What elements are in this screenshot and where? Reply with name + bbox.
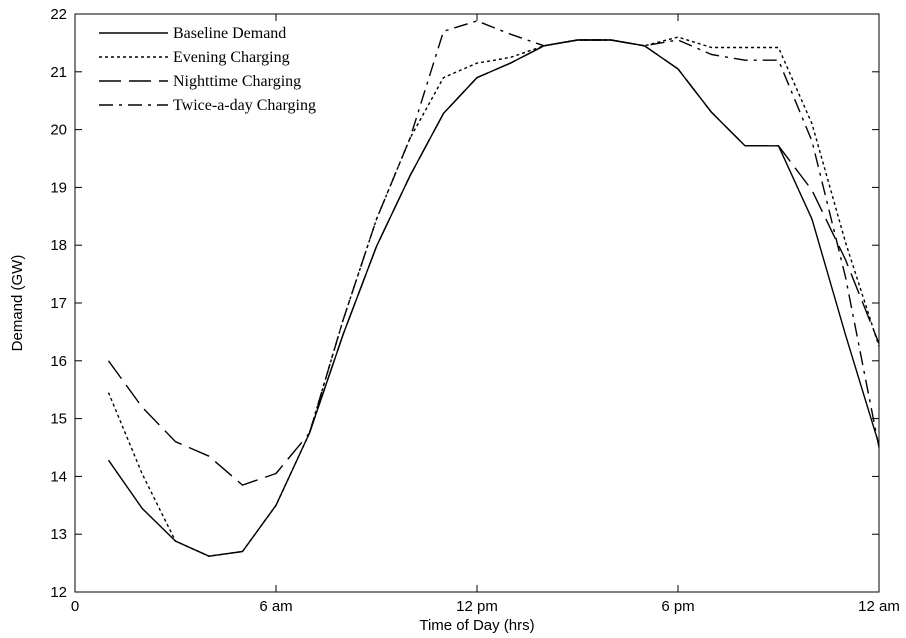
series-line-twice-a-day-charging: [308, 20, 880, 448]
y-tick-label: 15: [50, 411, 67, 428]
x-tick-label: 6 pm: [661, 598, 694, 615]
y-tick-label: 19: [50, 179, 67, 196]
legend-label: Evening Charging: [173, 49, 290, 66]
y-tick-label: 13: [50, 526, 67, 543]
series-layer: [107, 20, 880, 557]
legend: Baseline Demand Evening Charging Nighttime…: [99, 25, 316, 114]
series-line-nighttime-charging: [107, 39, 880, 486]
y-tick-label: 22: [50, 6, 67, 23]
x-tick-label: 12 pm: [456, 598, 498, 615]
y-tick-label: 21: [50, 64, 67, 81]
legend-label: Baseline Demand: [173, 25, 286, 42]
plot-area-frame: [74, 13, 880, 593]
x-tick-label: 0: [71, 598, 79, 615]
y-axis: 12 13 14 15 16 17 18 19 20 21 22: [50, 6, 879, 601]
y-tick-label: 20: [50, 122, 67, 139]
y-tick-label: 18: [50, 237, 67, 254]
x-axis-title: Time of Day (hrs): [419, 617, 534, 634]
y-axis-title: Demand (GW): [9, 255, 26, 352]
x-axis: 0 6 am 12 pm 6 pm 12 am: [71, 14, 900, 615]
x-tick-label: 12 am: [858, 598, 900, 615]
y-tick-label: 17: [50, 295, 67, 312]
y-tick-label: 16: [50, 353, 67, 370]
legend-label: Twice-a-day Charging: [173, 97, 316, 114]
series-line-evening-charging: [107, 36, 880, 557]
y-tick-label: 14: [50, 468, 67, 485]
y-tick-label: 12: [50, 584, 67, 601]
legend-label: Nighttime Charging: [173, 73, 301, 90]
x-tick-label: 6 am: [259, 598, 292, 615]
